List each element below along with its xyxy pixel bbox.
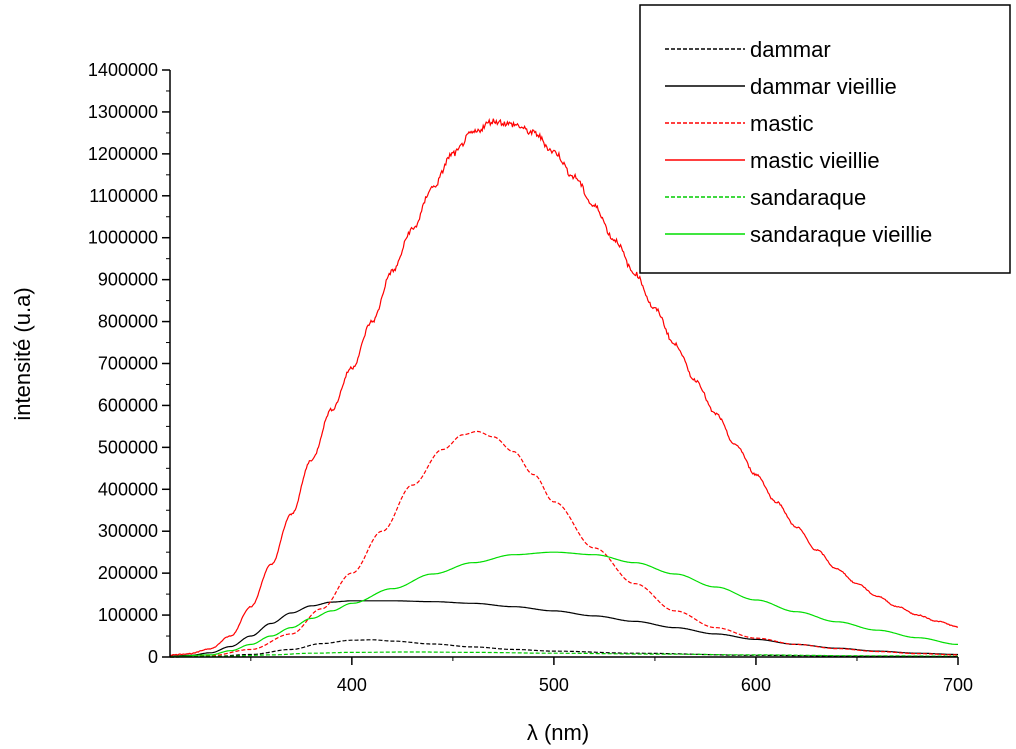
series-line-mastic-vieillie xyxy=(169,117,959,656)
y-tick-label: 1000000 xyxy=(88,228,158,248)
y-tick-label: 1300000 xyxy=(88,102,158,122)
x-tick-label: 500 xyxy=(539,675,569,695)
axes-layer: 0 100000 200000 300000 400000 500000 600000 700… xyxy=(88,60,973,695)
legend-label: sandaraque xyxy=(750,185,866,210)
y-tick-label: 600000 xyxy=(98,395,158,415)
y-tick-label: 500000 xyxy=(98,437,158,457)
y-tick-label: 100000 xyxy=(98,605,158,625)
y-tick-label: 200000 xyxy=(98,563,158,583)
legend-label: dammar xyxy=(750,37,831,62)
series-line-dammar xyxy=(170,639,958,658)
x-tick-label: 600 xyxy=(741,675,771,695)
y-tick-label: 800000 xyxy=(98,312,158,332)
y-tick-label: 900000 xyxy=(98,270,158,290)
x-axis-title: λ (nm) xyxy=(527,720,589,745)
series-line-mastic xyxy=(170,430,958,658)
series-layer xyxy=(169,117,959,658)
series-line-sandaraque-vieillie xyxy=(170,551,958,658)
legend-label: mastic vieillie xyxy=(750,148,880,173)
legend-label: mastic xyxy=(750,111,814,136)
legend: dammar dammar vieillie mastic mastic vieill… xyxy=(639,4,1011,274)
y-tick-label: 400000 xyxy=(98,479,158,499)
y-tick-label: 1100000 xyxy=(89,186,158,206)
y-tick-label: 1200000 xyxy=(88,144,158,164)
y-tick-label: 1400000 xyxy=(88,60,158,80)
y-axis-title: intensité (u.a) xyxy=(10,287,35,420)
x-tick-label: 400 xyxy=(337,675,367,695)
y-tick-label: 0 xyxy=(148,647,158,667)
y-tick-label: 300000 xyxy=(98,521,158,541)
y-tick-label: 700000 xyxy=(98,354,158,374)
legend-label: dammar vieillie xyxy=(750,74,897,99)
series-line-dammar-vieillie xyxy=(170,600,958,657)
legend-label: sandaraque vieillie xyxy=(750,222,932,247)
series-line-sandaraque xyxy=(170,651,958,658)
x-tick-label: 700 xyxy=(943,675,973,695)
